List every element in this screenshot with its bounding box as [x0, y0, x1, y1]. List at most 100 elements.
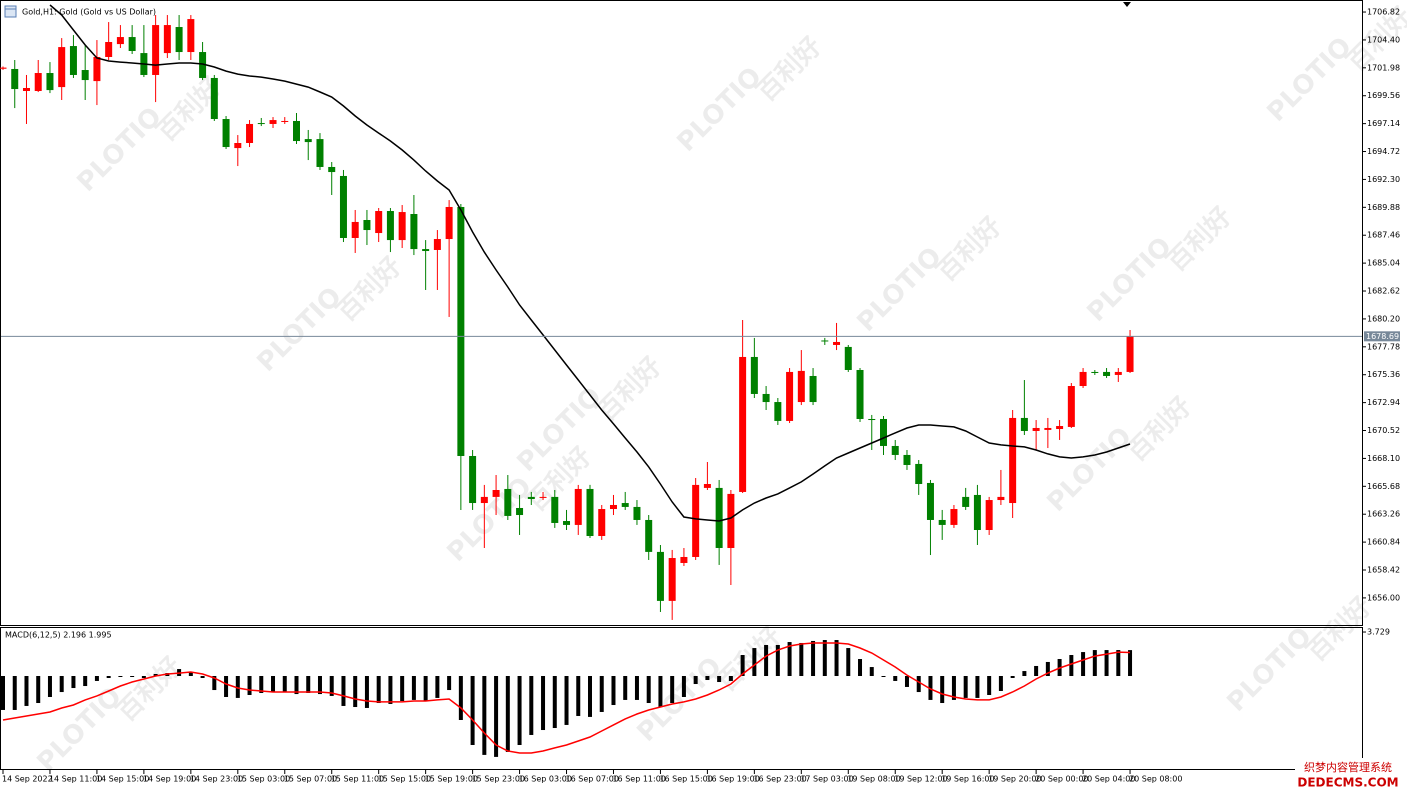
moving-average	[49, 4, 1131, 522]
macd-bar	[904, 676, 909, 687]
y-tick-label: 1692.30	[1367, 175, 1400, 184]
macd-bar	[106, 676, 111, 679]
candle-body	[199, 52, 207, 78]
candle-body	[680, 556, 688, 563]
candle-body	[339, 175, 347, 238]
candle-body	[398, 212, 406, 241]
macd-panel-frame	[0, 627, 1363, 770]
macd-bar	[376, 676, 381, 704]
candle-body	[492, 490, 500, 497]
candle-body	[692, 484, 700, 557]
candle-body	[774, 402, 782, 421]
macd-bar	[634, 676, 639, 700]
candle-body	[891, 445, 899, 455]
candle-body	[715, 487, 723, 548]
x-tick-label: 16 Sep 11:00	[612, 775, 665, 784]
macd-bar	[188, 671, 193, 677]
y-tick-label: 1694.72	[1367, 147, 1400, 156]
candle-body	[1032, 427, 1040, 431]
x-tick-label: 15 Sep 07:00	[284, 775, 337, 784]
candle-body	[750, 356, 758, 394]
macd-bar	[529, 676, 534, 735]
macd-bar	[329, 676, 334, 696]
macd-bar	[1128, 650, 1133, 677]
x-tick-label: 19 Sep 12:00	[894, 775, 947, 784]
x-tick-label: 20 Sep 08:00	[1129, 775, 1182, 784]
candle-body	[668, 558, 676, 601]
y-tick-label: 1699.56	[1367, 91, 1400, 100]
y-tick-label: 1697.14	[1367, 119, 1400, 128]
macd-bar	[1092, 650, 1097, 677]
candle-body	[786, 371, 794, 421]
candle-body	[844, 346, 852, 370]
candle-body	[809, 375, 817, 403]
candle-body	[316, 139, 324, 167]
candle-body	[821, 340, 829, 342]
candle-body	[903, 454, 911, 465]
macd-bar	[94, 676, 99, 681]
x-tick-label: 16 Sep 15:00	[659, 775, 712, 784]
macd-bar	[705, 676, 710, 681]
macd-bar	[200, 676, 205, 679]
macd-bar	[940, 676, 945, 704]
last-price-box	[1364, 331, 1400, 342]
signal-line	[2, 642, 1131, 754]
macd-bar	[1069, 655, 1074, 677]
candle-body	[739, 356, 747, 492]
macd-bar	[752, 648, 757, 677]
macd-bar	[881, 676, 886, 678]
macd-bar	[658, 676, 663, 708]
candle-body	[1126, 336, 1134, 372]
y-tick-label: 1680.20	[1367, 314, 1400, 323]
macd-bar	[998, 676, 1003, 691]
corner-mark-bottom: DEDECMS.COM	[1297, 776, 1398, 790]
last-price-label: 1678.69	[1366, 332, 1399, 341]
macd-bar	[317, 676, 322, 695]
macd-bar	[141, 676, 146, 679]
candle-body	[81, 70, 89, 81]
candle-body	[22, 88, 30, 91]
candle-body	[1114, 371, 1122, 375]
y-tick-label: 1682.62	[1367, 287, 1400, 296]
y-tick-label: 1672.94	[1367, 398, 1400, 407]
candle-body	[293, 120, 300, 142]
candle-body	[656, 551, 664, 601]
macd-bar	[235, 676, 240, 698]
candle-body	[11, 68, 19, 90]
y-tick-label: 1668.10	[1367, 454, 1400, 463]
candle-body	[833, 341, 841, 345]
candle-body	[574, 488, 582, 525]
macd-bar	[294, 676, 299, 695]
macd-bar	[505, 676, 510, 752]
macd-bar	[599, 676, 604, 712]
macd-bar	[987, 676, 992, 695]
x-tick-label: 16 Sep 07:00	[566, 775, 619, 784]
macd-bar	[834, 640, 839, 677]
x-tick-label: 19 Sep 16:00	[941, 775, 994, 784]
macd-bar	[775, 644, 780, 677]
macd-bar	[388, 676, 393, 704]
macd-bar	[47, 676, 52, 697]
x-tick-label: 19 Sep 08:00	[847, 775, 900, 784]
x-tick-label: 15 Sep 23:00	[472, 775, 525, 784]
candle-body	[351, 221, 359, 238]
window-icon	[4, 5, 17, 18]
candle-body	[563, 521, 571, 525]
y-tick-label: 1665.68	[1367, 482, 1400, 491]
macd-bar	[928, 676, 933, 700]
candle-body	[163, 25, 171, 54]
macd-bar	[670, 676, 675, 704]
candle-body	[46, 73, 54, 91]
candle-body	[187, 19, 195, 53]
macd-bar	[353, 676, 358, 708]
macd-bar	[764, 644, 769, 677]
macd-bar	[130, 676, 135, 678]
candle-body	[1103, 371, 1111, 376]
candle-body	[703, 484, 711, 488]
candle-body	[868, 418, 876, 421]
main-panel-frame	[0, 0, 1363, 626]
candle-body	[1056, 426, 1064, 430]
x-tick-label: 20 Sep 04:00	[1082, 775, 1135, 784]
x-tick-label: 14 Sep 11:00	[49, 775, 102, 784]
